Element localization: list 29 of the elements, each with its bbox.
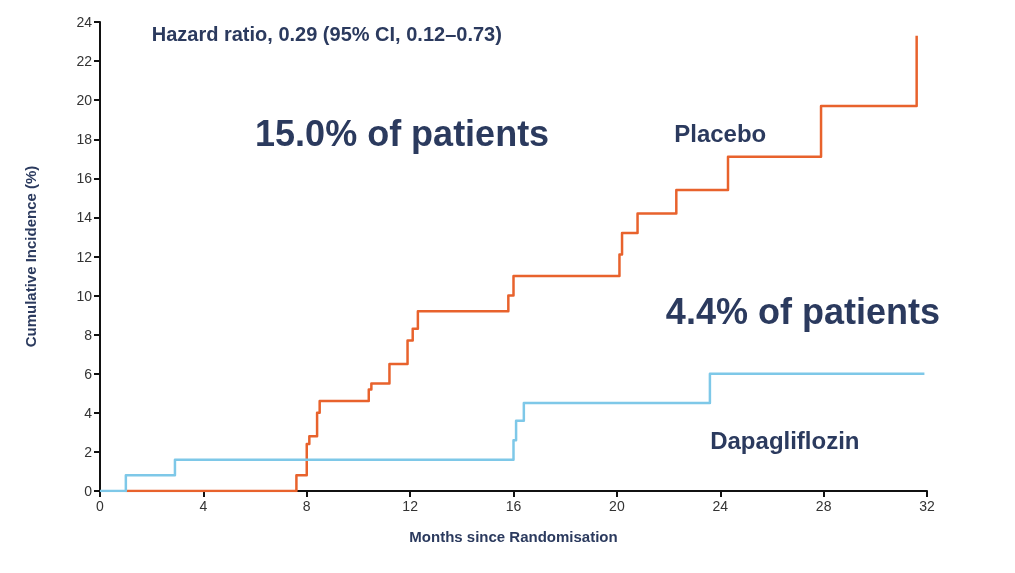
y-tick-label: 6 [84,365,93,382]
x-tick-label: 20 [609,498,625,514]
y-tick-label: 10 [76,287,93,304]
x-tick-label: 16 [505,498,522,514]
y-tick-label: 2 [84,443,93,460]
y-axis-title: Cumulative Incidence (%) [22,165,39,348]
y-tick-label: 20 [76,92,93,109]
x-tick-label: 0 [96,498,105,514]
annotation: 15.0% of patients [255,112,550,154]
y-tick-label: 24 [76,14,93,30]
annotation: Hazard ratio, 0.29 (95% CI, 0.12–0.73) [151,22,502,45]
x-axis-title: Months since Randomisation [409,528,618,545]
y-tick-label: 22 [76,53,93,70]
x-tick-label: 4 [199,498,208,514]
series-label: Dapagliflozin [710,426,860,454]
y-tick-label: 8 [84,326,93,343]
x-tick-label: 24 [712,498,729,514]
y-tick-label: 0 [84,483,93,499]
x-tick-label: 12 [402,498,419,514]
y-tick-label: 4 [84,404,93,421]
annotation: 4.4% of patients [665,290,940,332]
x-tick-label: 8 [302,498,311,514]
y-tick-label: 12 [76,248,93,265]
y-tick-label: 16 [76,170,93,187]
x-tick-label: 28 [815,498,832,514]
series-label: Placebo [674,119,767,147]
x-tick-label: 32 [919,498,935,514]
y-tick-label: 18 [76,131,93,148]
y-tick-label: 14 [76,209,93,226]
